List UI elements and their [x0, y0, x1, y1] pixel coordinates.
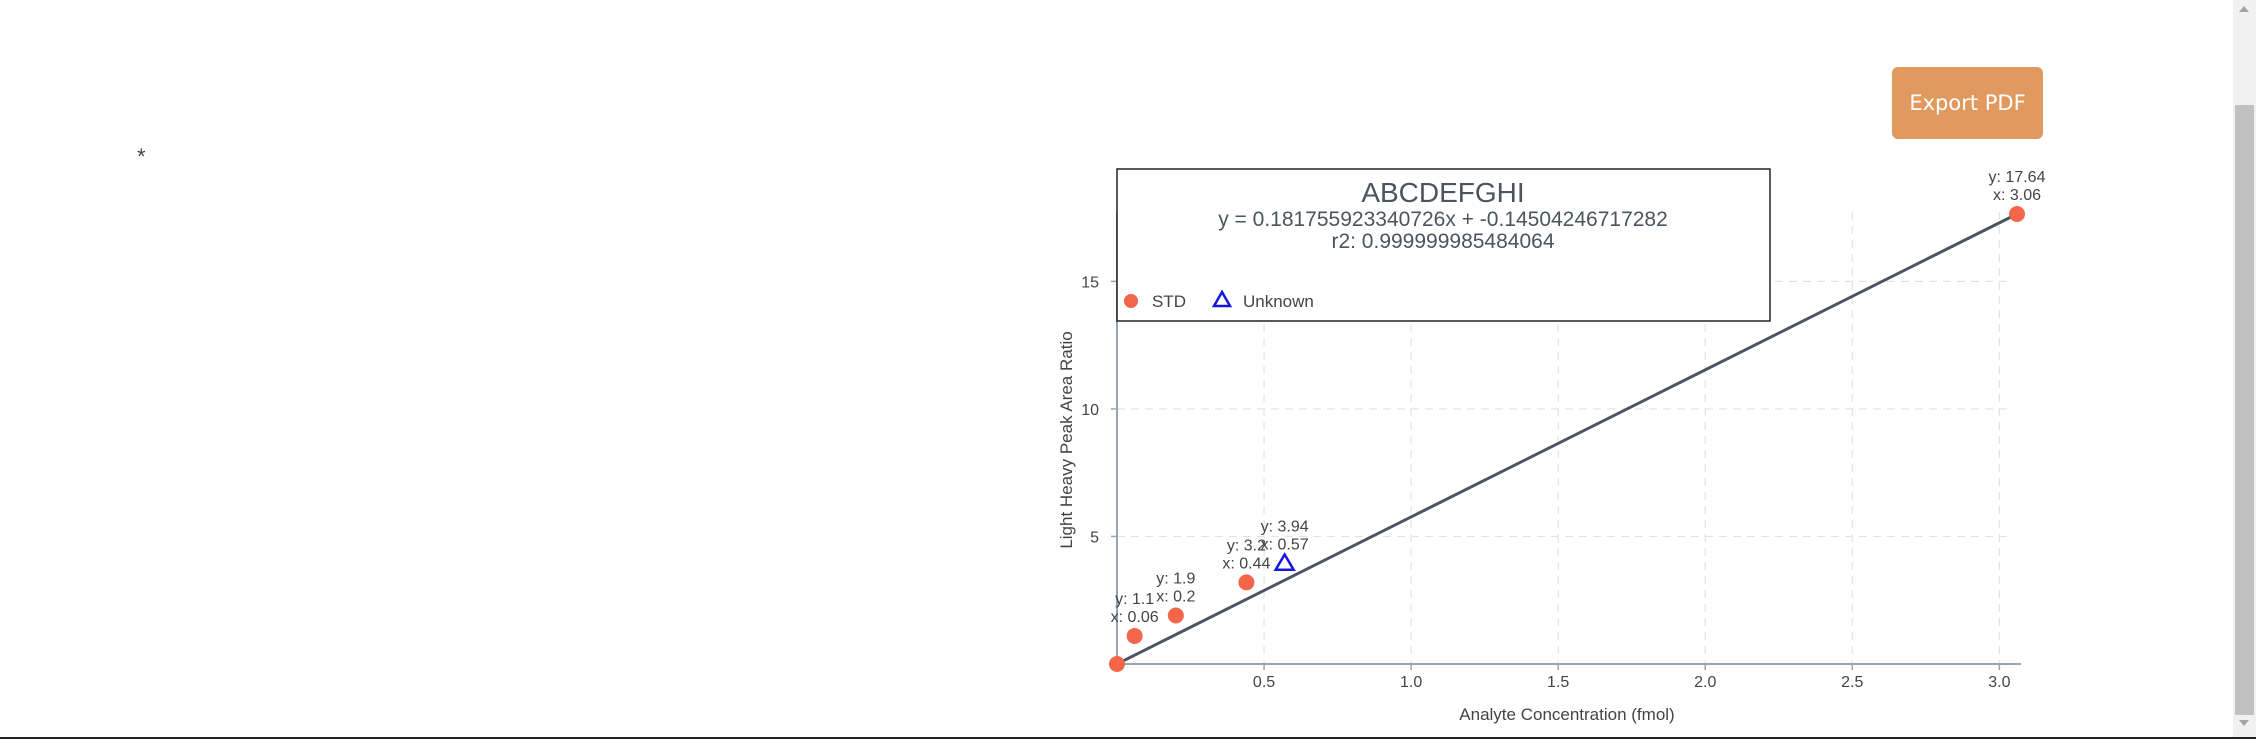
legend-unknown-label: Unknown	[1243, 292, 1314, 311]
x-tick-label: 3.0	[1988, 674, 2010, 691]
data-point-std	[1126, 627, 1143, 644]
y-tick-label: 5	[1090, 529, 1099, 546]
scroll-thumb[interactable]	[2235, 105, 2254, 715]
y-tick-label: 15	[1081, 274, 1099, 291]
x-tick-label: 0.5	[1253, 674, 1275, 691]
point-label-x: x: 3.06	[1993, 187, 2041, 204]
export-pdf-button[interactable]: Export PDF	[1892, 67, 2043, 139]
scroll-up-icon[interactable]	[2239, 6, 2249, 12]
x-tick-label: 1.0	[1400, 674, 1422, 691]
legend-unknown-marker	[1211, 289, 1233, 308]
y-tick-label: 10	[1081, 402, 1099, 419]
data-point-unknown	[1273, 552, 1296, 572]
bottom-border	[0, 737, 2256, 739]
data-point-std	[1238, 574, 1255, 591]
legend-std-label: STD	[1152, 292, 1186, 311]
required-asterisk: *	[137, 144, 146, 169]
point-label-x: x: 0.44	[1222, 555, 1270, 572]
point-label-y: y: 17.64	[1989, 169, 2046, 186]
point-label-y: y: 1.1	[1115, 591, 1154, 608]
data-point-std	[1167, 607, 1184, 624]
legend-box	[1116, 168, 1771, 322]
chart-equation: y = 0.181755923340726x + -0.145042467172…	[1218, 208, 1668, 231]
vertical-scrollbar[interactable]	[2233, 0, 2256, 737]
point-label-x: x: 0.57	[1261, 536, 1309, 553]
data-point-std	[1109, 656, 1125, 672]
data-point-std	[2009, 206, 2025, 222]
points-layer	[1109, 206, 2025, 672]
scroll-down-icon[interactable]	[2239, 720, 2249, 726]
point-label-x: x: 0.2	[1156, 589, 1195, 606]
x-tick-label: 2.0	[1694, 674, 1716, 691]
x-tick-label: 1.5	[1547, 674, 1569, 691]
labels-layer: y: 1.1x: 0.06 y: 1.9x: 0.2 y: 3.2x: 0.44 y:…	[1111, 169, 2046, 626]
axis-layer: 0.5 1.0 1.5 2.0 2.5 3.0 5 10 15	[1081, 212, 2021, 691]
point-label-y: y: 3.94	[1261, 518, 1309, 535]
chart-r2: r2: 0.999999985484064	[1331, 230, 1554, 253]
chart-title: ABCDEFGHI	[1361, 177, 1524, 208]
point-label-x: x: 0.06	[1111, 609, 1159, 626]
x-axis-title: Analyte Concentration (fmol)	[1459, 705, 1674, 724]
y-axis-title: Light Heavy Peak Area Ratio	[1057, 331, 1076, 548]
point-label-y: y: 3.2	[1227, 537, 1266, 554]
point-label-y: y: 1.9	[1156, 571, 1195, 588]
fit-line	[1116, 212, 2018, 666]
legend-std-marker	[1124, 294, 1138, 308]
x-tick-label: 2.5	[1841, 674, 1863, 691]
